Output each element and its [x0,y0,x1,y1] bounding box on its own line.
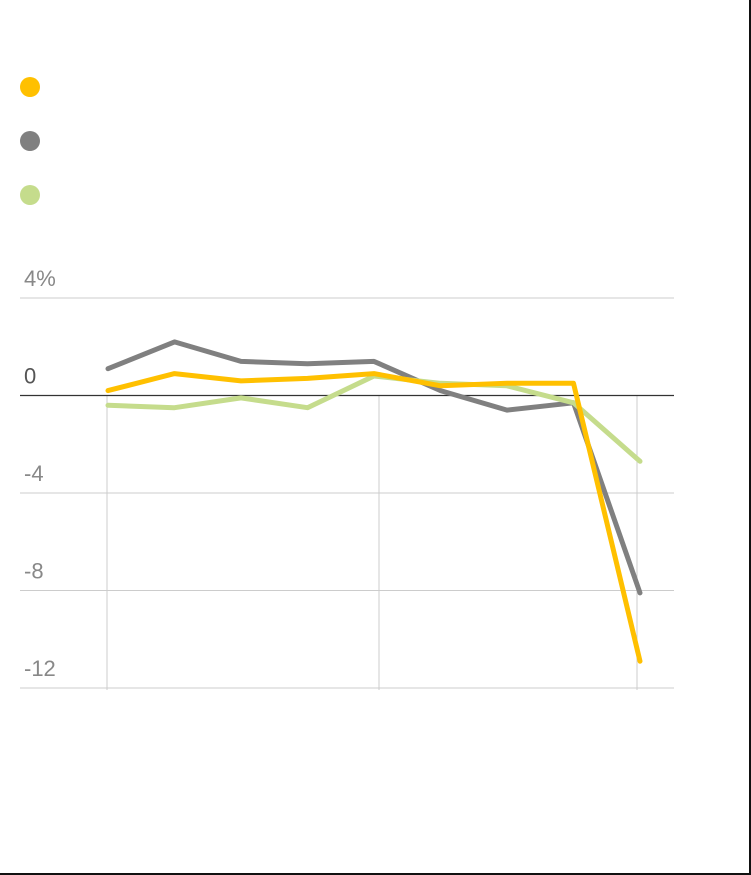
series-line-3 [105,373,643,464]
y-tick-label: 4% [24,266,56,291]
y-axis-tick-labels: 4% 0 -4 -8 -12 [24,266,56,681]
legend-item-series-2 [20,130,40,152]
y-tick-label: 0 [24,364,36,389]
legend-swatch-series-1 [20,77,40,97]
chart-grid [20,297,674,690]
y-tick-label: -4 [24,461,44,486]
chart-series-lines [105,339,643,664]
legend-item-series-3 [20,184,40,206]
legend-item-series-1 [20,76,40,98]
y-tick-label: -12 [24,656,56,681]
legend-swatch-series-3 [20,185,40,205]
y-tick-label: -8 [24,559,44,584]
series-line-1 [105,371,643,664]
legend-swatch-series-2 [20,131,40,151]
series-line-2 [105,339,643,596]
